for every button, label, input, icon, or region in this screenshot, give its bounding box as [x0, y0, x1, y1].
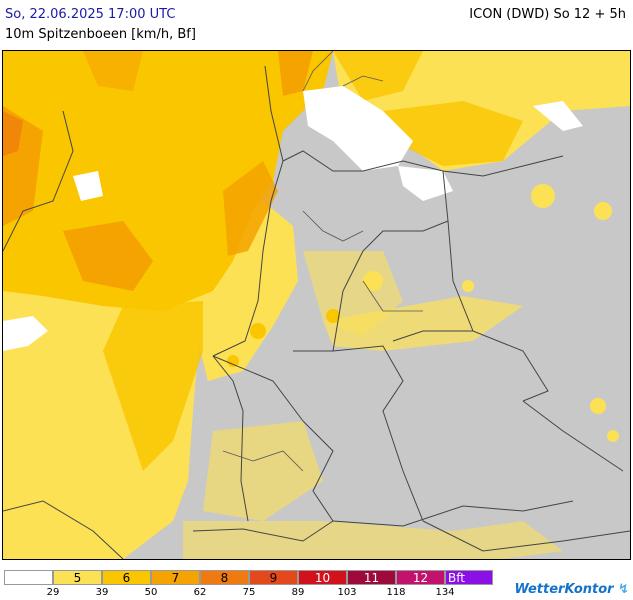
legend-swatch: Bft	[445, 570, 493, 585]
legend-tick-label: 134	[435, 587, 455, 598]
legend-swatch: 5	[53, 570, 102, 585]
brand-name: WetterKontor	[514, 582, 614, 597]
legend-tick-label: 103	[337, 587, 357, 598]
map-canvas	[3, 51, 630, 559]
wind-gust-map	[2, 50, 631, 560]
legend-tick-label: 118	[386, 587, 406, 598]
border-de-nl	[212, 65, 284, 357]
legend-swatch: 8	[200, 570, 249, 585]
legend-tick-label: 89	[291, 587, 305, 598]
coast-north	[282, 150, 564, 177]
wind-logo-icon: ↯	[613, 582, 629, 597]
legend-swatch: 11	[347, 570, 396, 585]
border-de-fr	[212, 355, 249, 522]
legend-swatch: 9	[249, 570, 298, 585]
border-de-at	[332, 500, 574, 527]
border-uk	[3, 110, 74, 252]
legend-swatch: 6	[102, 570, 151, 585]
legend-tick-label: 75	[242, 587, 256, 598]
legend-swatch: 10	[298, 570, 347, 585]
border-ch	[192, 520, 334, 542]
legend-tick-label: 62	[193, 587, 207, 598]
model-run-label: ICON (DWD) So 12 + 5h	[469, 7, 626, 22]
brand-logo[interactable]: WetterKontor ↯	[514, 582, 629, 597]
legend-swatch: 7	[151, 570, 200, 585]
legend-swatch	[4, 570, 53, 585]
parameter-label: 10m Spitzenboeen [km/h, Bf]	[5, 27, 196, 42]
legend-swatch: 12	[396, 570, 445, 585]
legend-tick-label: 29	[46, 587, 60, 598]
border-de-pl	[442, 170, 474, 332]
forecast-datetime: So, 22.06.2025 17:00 UTC	[5, 7, 176, 22]
color-legend: 5 6 7 8 9 10 11 12 Bft	[4, 570, 493, 586]
legend-tick-label: 50	[144, 587, 158, 598]
border-de-cz	[392, 330, 549, 402]
calm-sea-north	[303, 86, 413, 171]
legend-tick-label: 39	[95, 587, 109, 598]
